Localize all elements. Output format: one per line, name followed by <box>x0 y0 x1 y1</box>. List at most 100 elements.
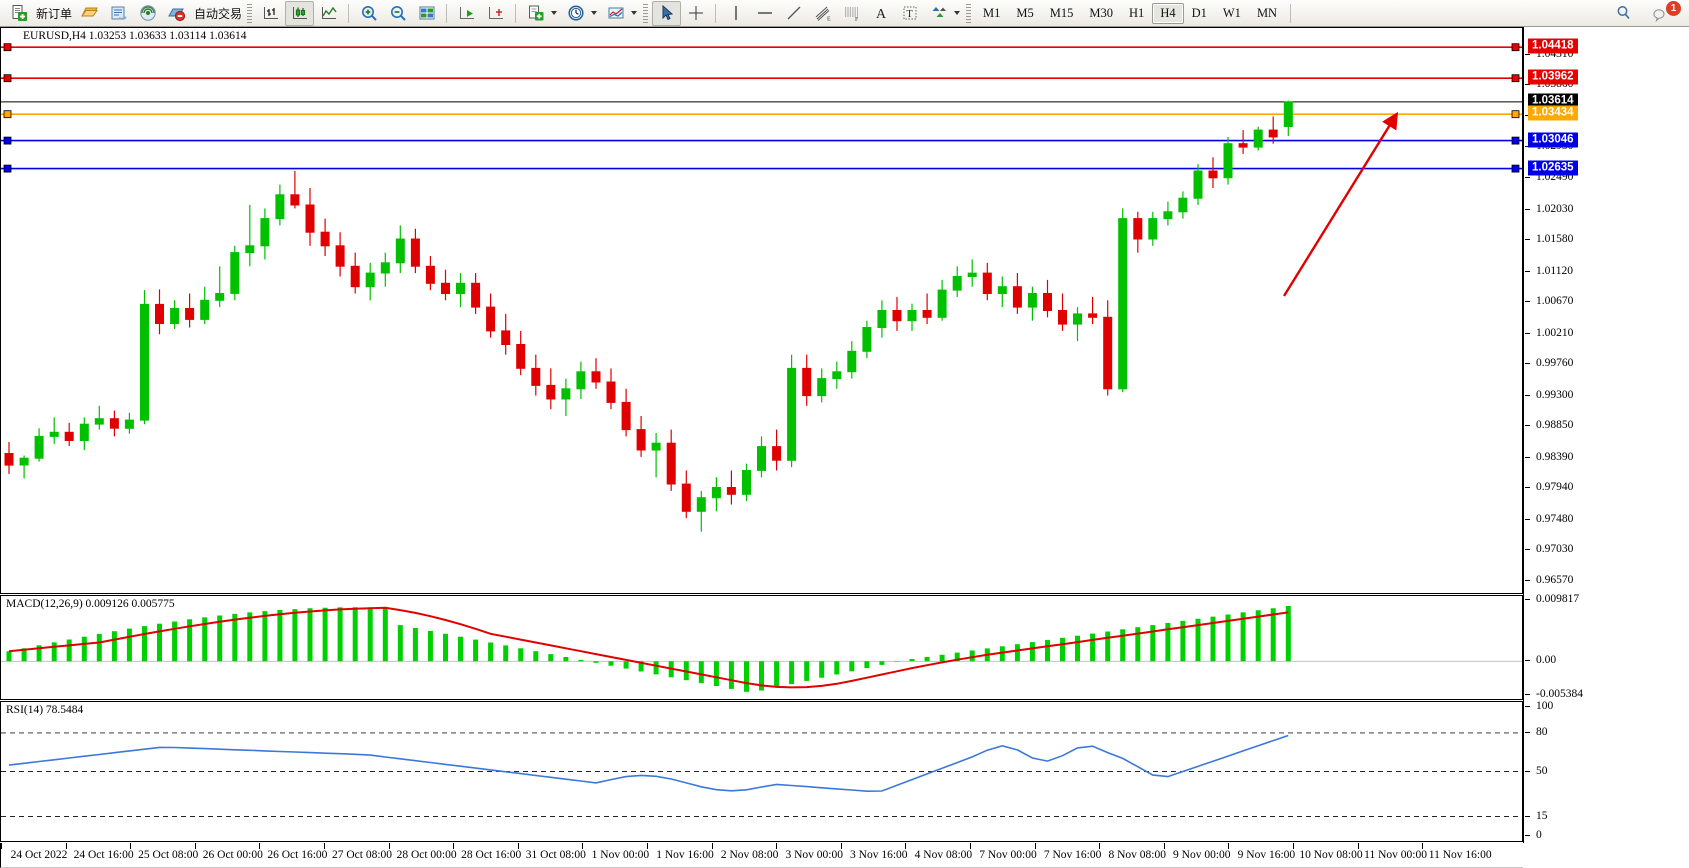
time-tickmark <box>711 843 713 849</box>
text-icon[interactable]: A <box>866 1 895 26</box>
time-tickmark <box>194 843 196 849</box>
cursor-icon[interactable] <box>652 0 682 26</box>
timeframe-mn[interactable]: MN <box>1256 5 1278 20</box>
support-line-1[interactable]: 1.03046 <box>1528 132 1578 148</box>
svg-text:T: T <box>906 9 912 20</box>
equidistant-channel-icon[interactable]: E <box>808 1 837 26</box>
time-tickmark <box>970 843 971 849</box>
price-tick-label: 1.01120 <box>1536 264 1573 277</box>
price-tick-label: 0.98850 <box>1536 419 1574 432</box>
templates-icon[interactable] <box>601 1 630 26</box>
fibonacci-icon[interactable]: F <box>837 1 866 26</box>
resistance-line-2[interactable]: 1.03962 <box>1528 69 1578 85</box>
time-tick-label: 3 Nov 16:00 <box>850 849 908 861</box>
time-tickmark <box>776 843 778 849</box>
tile-windows-icon[interactable] <box>412 1 441 26</box>
price-tick-label: 0.98390 <box>1536 450 1574 463</box>
toolbar-grip-3[interactable] <box>966 3 972 23</box>
rsi-tickmark <box>1525 815 1530 817</box>
rsi-pane[interactable]: RSI(14) 78.5484 <box>0 701 1523 842</box>
timeframe-d1[interactable]: D1 <box>1191 5 1207 20</box>
text-label-icon[interactable]: T <box>895 1 924 26</box>
price-axis[interactable]: 1.043101.038601.034101.029501.024901.020… <box>1523 27 1689 843</box>
bar-chart-icon[interactable] <box>256 1 285 26</box>
indicators-dropdown-caret[interactable] <box>551 11 558 15</box>
current-price-label[interactable]: 1.03614 <box>1528 93 1578 109</box>
shapes-dropdown-caret[interactable] <box>954 11 961 15</box>
price-tickmark <box>1525 487 1530 489</box>
time-tickmark <box>582 843 584 849</box>
signal-icon[interactable] <box>133 1 162 26</box>
timeframe-m5[interactable]: M5 <box>1016 5 1034 20</box>
time-tickmark <box>1293 843 1294 849</box>
time-tickmark <box>840 843 842 849</box>
resistance-line-1[interactable]: 1.04418 <box>1528 38 1578 54</box>
price-tick-label: 0.97030 <box>1536 543 1574 556</box>
price-tickmark <box>1525 239 1530 241</box>
rsi-tickmark <box>1525 770 1530 772</box>
timeframe-h1[interactable]: H1 <box>1129 5 1145 20</box>
indicators-icon[interactable] <box>521 1 550 26</box>
autotrading-icon[interactable] <box>162 1 191 26</box>
timeframe-w1[interactable]: W1 <box>1222 5 1241 20</box>
price-tick-label: 0.97480 <box>1536 512 1574 525</box>
zoom-in-icon[interactable] <box>354 1 383 26</box>
price-tick-label: 1.02030 <box>1536 202 1574 215</box>
horizontal-line-icon[interactable] <box>750 1 779 26</box>
price-tickmark <box>1525 332 1530 334</box>
timeframe-m15[interactable]: M15 <box>1049 5 1074 20</box>
templates-dropdown-caret[interactable] <box>631 11 638 15</box>
timeframe-h4[interactable]: H4 <box>1152 2 1184 24</box>
time-tickmark <box>1034 843 1036 849</box>
new-order-button[interactable] <box>4 1 33 26</box>
support-line-2[interactable]: 1.02635 <box>1528 160 1578 176</box>
rsi-tick-label: 50 <box>1536 764 1548 777</box>
shapes-icon[interactable] <box>924 1 953 26</box>
time-tickmark <box>1228 843 1230 849</box>
time-tick-label: 27 Oct 08:00 <box>331 849 393 861</box>
crosshair-icon[interactable] <box>681 1 710 26</box>
line-chart-icon[interactable] <box>314 1 343 26</box>
period-clock-icon[interactable] <box>561 1 590 26</box>
toolbar-separator-5 <box>1290 3 1292 23</box>
rsi-tick-label: 100 <box>1536 700 1554 713</box>
time-tick-label: 28 Oct 00:00 <box>396 849 457 861</box>
macd-tick-label: 0.009817 <box>1536 592 1580 605</box>
price-tickmark <box>1525 114 1530 116</box>
price-tickmark <box>1525 301 1530 303</box>
price-tickmark <box>1525 270 1530 272</box>
time-tick-label: 1 Nov 00:00 <box>591 849 650 861</box>
svg-text:F: F <box>855 17 859 22</box>
candlestick-chart-icon[interactable] <box>285 0 315 26</box>
price-chart-canvas[interactable] <box>1 28 1522 593</box>
search-icon[interactable] <box>1609 1 1638 26</box>
auto-scroll-icon[interactable] <box>481 1 510 26</box>
vertical-line-icon[interactable] <box>721 1 750 26</box>
rsi-tick-label: 80 <box>1536 725 1548 738</box>
time-tick-label: 3 Nov 00:00 <box>785 849 843 861</box>
price-tickmark <box>1525 84 1530 86</box>
toolbar-grip-2[interactable] <box>643 3 649 23</box>
time-tickmark <box>517 843 519 849</box>
price-chart-pane[interactable]: EURUSD,H4 1.03253 1.03633 1.03114 1.0361… <box>0 27 1523 594</box>
period-dropdown-caret[interactable] <box>591 11 598 15</box>
notification-badge[interactable]: 1 <box>1666 1 1681 16</box>
macd-pane[interactable]: MACD(12,26,9) 0.009126 0.005775 <box>0 595 1523 700</box>
timeframe-m1[interactable]: M1 <box>983 5 1001 20</box>
order-line[interactable]: 1.03434 <box>1528 105 1578 121</box>
alerts-icon[interactable] <box>1646 1 1675 26</box>
time-tick-label: 8 Nov 08:00 <box>1108 849 1166 861</box>
price-tickmark <box>1525 363 1530 365</box>
time-tickmark <box>1163 843 1165 849</box>
timeframe-m30[interactable]: M30 <box>1089 5 1114 20</box>
trendline-icon[interactable] <box>779 1 808 26</box>
chart-shift-icon[interactable] <box>452 1 481 26</box>
zoom-out-icon[interactable] <box>383 1 412 26</box>
data-window-icon[interactable] <box>104 1 133 26</box>
profile-icon[interactable] <box>75 1 104 26</box>
price-axis-line <box>1523 27 1524 843</box>
time-tickmark <box>259 843 261 849</box>
toolbar-grip-1[interactable] <box>247 3 253 23</box>
time-tick-label: 26 Oct 00:00 <box>202 849 263 861</box>
price-tickmark <box>1525 425 1530 427</box>
